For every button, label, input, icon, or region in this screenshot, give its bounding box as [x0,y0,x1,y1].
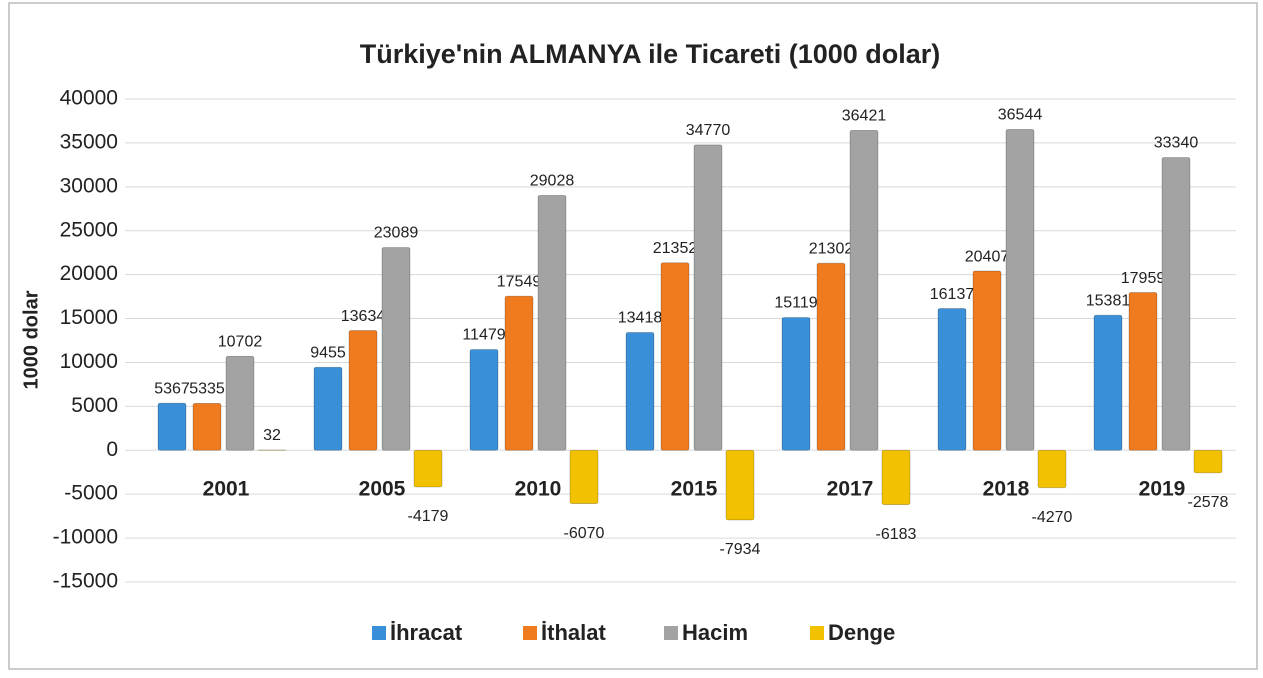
bar [314,367,342,450]
data-label: 10702 [218,334,263,351]
data-label: 9455 [310,344,346,361]
legend-swatch [372,626,386,640]
data-label: 17549 [497,273,542,290]
y-tick-label: 5000 [71,394,118,417]
bar [1129,293,1157,451]
legend-label: İthalat [541,620,606,645]
data-label: 5367 [154,380,190,397]
data-label: 36421 [842,108,887,125]
chart-title: Türkiye'nin ALMANYA ile Ticareti (1000 d… [360,39,941,69]
y-tick-label: 30000 [60,174,118,197]
x-tick-label: 2019 [1139,478,1186,501]
data-label: 15381 [1086,292,1131,309]
data-label: 21302 [809,240,854,257]
x-tick-label: 2001 [203,478,250,501]
bar [1162,157,1190,450]
data-label: 16137 [930,286,975,303]
data-label: 15119 [774,295,817,312]
bar [1094,315,1122,450]
bar [226,356,254,450]
bar [349,331,377,451]
bar [414,450,442,487]
bar [470,349,498,450]
bar [1006,129,1034,450]
x-tick-label: 2017 [827,478,874,501]
data-label: 17959 [1121,270,1166,287]
bar [570,450,598,503]
data-label: -6183 [876,526,917,543]
y-tick-label: -5000 [64,482,118,505]
bar [505,296,533,450]
y-tick-label: -15000 [53,570,118,593]
x-tick-label: 2005 [359,478,406,501]
data-label: -4179 [408,508,449,525]
data-label: 11479 [462,327,505,344]
y-tick-label: 0 [106,438,118,461]
bar [973,271,1001,450]
bar [538,195,566,450]
legend-label: İhracat [390,620,463,645]
x-tick-label: 2015 [671,478,718,501]
bar [1038,450,1066,487]
data-label: 36544 [998,107,1043,124]
data-label: 23089 [374,225,419,242]
y-tick-label: 25000 [60,218,118,241]
legend-swatch [523,626,537,640]
bar [382,248,410,451]
data-label: 32 [263,427,281,444]
y-axis-label: 1000 dolar [20,290,42,389]
data-label: -4270 [1032,509,1073,526]
y-tick-label: 20000 [60,262,118,285]
legend-swatch [664,626,678,640]
y-tick-label: 35000 [60,130,118,153]
legend-swatch [810,626,824,640]
bar [661,263,689,451]
data-label: 29028 [530,173,575,190]
data-label: 33340 [1154,135,1199,152]
bar [1194,450,1222,473]
bar [626,332,654,450]
bar [782,318,810,451]
data-label: 21352 [653,240,698,257]
data-label: -7934 [720,541,761,558]
x-tick-label: 2010 [515,478,562,501]
bar [882,450,910,504]
bar [158,403,186,450]
data-label: 13418 [618,310,663,327]
data-label: 34770 [686,122,731,139]
bar [694,145,722,450]
data-label: 13634 [341,308,386,325]
y-tick-label: -10000 [53,526,118,549]
bar [193,403,221,450]
data-label: -6070 [564,525,605,542]
bar [850,130,878,450]
data-label: 5335 [189,381,225,398]
y-tick-label: 10000 [60,350,118,373]
bar [726,450,754,520]
data-label: 20407 [965,248,1010,265]
y-tick-label: 15000 [60,306,118,329]
bar [817,263,845,450]
bar [938,309,966,451]
y-tick-label: 40000 [60,87,118,110]
legend-label: Denge [828,620,895,645]
data-label: -2578 [1188,494,1229,511]
legend-label: Hacim [682,620,748,645]
x-tick-label: 2018 [983,478,1030,501]
